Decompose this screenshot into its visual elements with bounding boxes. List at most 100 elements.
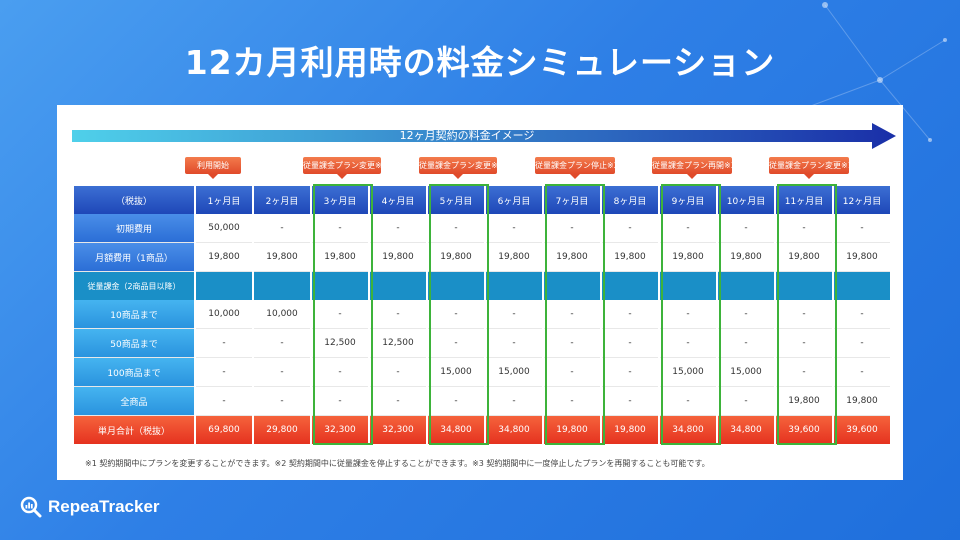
table-cell: 39,600 <box>776 416 832 444</box>
table-cell: - <box>776 358 832 387</box>
row-label: 月額費用（1商品） <box>74 243 194 272</box>
month-header: 6ヶ月目 <box>486 186 542 214</box>
table-cell: 19,800 <box>486 243 542 272</box>
table-cell: 50,000 <box>196 214 252 243</box>
month-header: 7ヶ月目 <box>544 186 600 214</box>
table-cell: - <box>370 358 426 387</box>
table-cell: - <box>544 329 600 358</box>
table-cell: 10,000 <box>254 300 310 329</box>
table-cell <box>428 272 484 300</box>
table-row-100-items: 100商品まで - - - - 15,000 15,000 - - 15,000… <box>74 358 890 387</box>
month-header: 8ヶ月目 <box>602 186 658 214</box>
table-cell: 19,800 <box>776 387 832 416</box>
table-cell: - <box>776 329 832 358</box>
highlight-month-11 <box>777 184 837 445</box>
row-label: 50商品まで <box>74 329 194 358</box>
table-cell: 19,800 <box>602 416 658 444</box>
table-cell: - <box>428 329 484 358</box>
table-row-all-items: 全商品 - - - - - - - - - - 19,800 19,800 <box>74 387 890 416</box>
table-cell: 19,800 <box>544 243 600 272</box>
table-cell: - <box>544 214 600 243</box>
tag-plan-change-3: 従量課金プラン変更※1 <box>769 157 853 179</box>
month-header: 9ヶ月目 <box>660 186 716 214</box>
table-cell: 19,800 <box>776 243 832 272</box>
table-cell <box>196 272 252 300</box>
table-cell: - <box>254 387 310 416</box>
table-row-50-items: 50商品まで - - 12,500 12,500 - - - - - - - - <box>74 329 890 358</box>
page-title: 12カ月利用時の料金シミュレーション <box>184 43 776 82</box>
table-cell <box>370 272 426 300</box>
table-cell: - <box>428 387 484 416</box>
table-cell: 69,800 <box>196 416 252 444</box>
table-cell: - <box>834 300 890 329</box>
table-cell: - <box>602 358 658 387</box>
row-label: 全商品 <box>74 387 194 416</box>
table-cell: 15,000 <box>660 358 716 387</box>
row-label: 10商品まで <box>74 300 194 329</box>
table-cell: 19,800 <box>370 243 426 272</box>
table-cell <box>254 272 310 300</box>
table-cell: 15,000 <box>486 358 542 387</box>
table-cell: - <box>196 329 252 358</box>
table-cell: 19,800 <box>544 416 600 444</box>
table-cell: - <box>428 300 484 329</box>
highlight-month-5 <box>429 184 489 445</box>
table-cell: - <box>776 214 832 243</box>
table-cell: 34,800 <box>718 416 774 444</box>
table-cell: - <box>602 387 658 416</box>
table-cell: 15,000 <box>428 358 484 387</box>
table-cell: - <box>312 358 368 387</box>
table-cell: 19,800 <box>312 243 368 272</box>
table-cell: - <box>254 329 310 358</box>
table-cell: 12,500 <box>370 329 426 358</box>
row-label: 100商品まで <box>74 358 194 387</box>
table-cell: - <box>660 329 716 358</box>
month-header: 12ヶ月目 <box>834 186 890 214</box>
table-cell: - <box>602 214 658 243</box>
table-row-10-items: 10商品まで 10,000 10,000 - - - - - - - - - - <box>74 300 890 329</box>
table-cell: - <box>834 214 890 243</box>
table-cell: 19,800 <box>254 243 310 272</box>
table-cell: - <box>544 300 600 329</box>
table-cell: 19,800 <box>834 387 890 416</box>
tag-start: 利用開始 <box>185 157 241 179</box>
table-cell: 10,000 <box>196 300 252 329</box>
magnifier-logo-icon <box>20 496 42 518</box>
table-row-initial-fee: 初期費用 50,000 - - - - - - - - - - - <box>74 214 890 243</box>
row-label: 従量課金（2商品目以降） <box>74 272 194 300</box>
table-cell: 29,800 <box>254 416 310 444</box>
row-label: 初期費用 <box>74 214 194 243</box>
table-cell <box>312 272 368 300</box>
logo: RepeaTracker <box>20 496 160 518</box>
table-cell: - <box>196 358 252 387</box>
table-cell: - <box>544 358 600 387</box>
table-cell: - <box>718 214 774 243</box>
highlight-month-9 <box>661 184 721 445</box>
table-cell: 32,300 <box>370 416 426 444</box>
table-cell: - <box>486 387 542 416</box>
month-header: 2ヶ月目 <box>254 186 310 214</box>
logo-text: RepeaTracker <box>48 497 160 516</box>
month-header: 5ヶ月目 <box>428 186 484 214</box>
table-cell: 39,600 <box>834 416 890 444</box>
table-cell: 19,800 <box>602 243 658 272</box>
table-cell: 34,800 <box>428 416 484 444</box>
pricing-table: （税抜） 1ヶ月目 2ヶ月目 3ヶ月目 4ヶ月目 5ヶ月目 6ヶ月目 7ヶ月目 … <box>72 186 892 444</box>
table-cell: - <box>718 329 774 358</box>
table-cell: - <box>834 329 890 358</box>
table-cell <box>834 272 890 300</box>
table-cell: - <box>602 300 658 329</box>
table-cell: 32,300 <box>312 416 368 444</box>
table-cell: - <box>196 387 252 416</box>
table-cell: - <box>312 300 368 329</box>
tag-plan-change-2: 従量課金プラン変更※1 <box>419 157 503 179</box>
table-cell <box>660 272 716 300</box>
table-row-monthly-total: 単月合計（税抜） 69,800 29,800 32,300 32,300 34,… <box>74 416 890 444</box>
table-cell: 19,800 <box>196 243 252 272</box>
table-cell: - <box>486 214 542 243</box>
table-cell <box>776 272 832 300</box>
timeline-arrow <box>72 123 896 149</box>
table-cell: - <box>428 214 484 243</box>
table-header-row: （税抜） 1ヶ月目 2ヶ月目 3ヶ月目 4ヶ月目 5ヶ月目 6ヶ月目 7ヶ月目 … <box>74 186 890 214</box>
table-cell: - <box>660 214 716 243</box>
